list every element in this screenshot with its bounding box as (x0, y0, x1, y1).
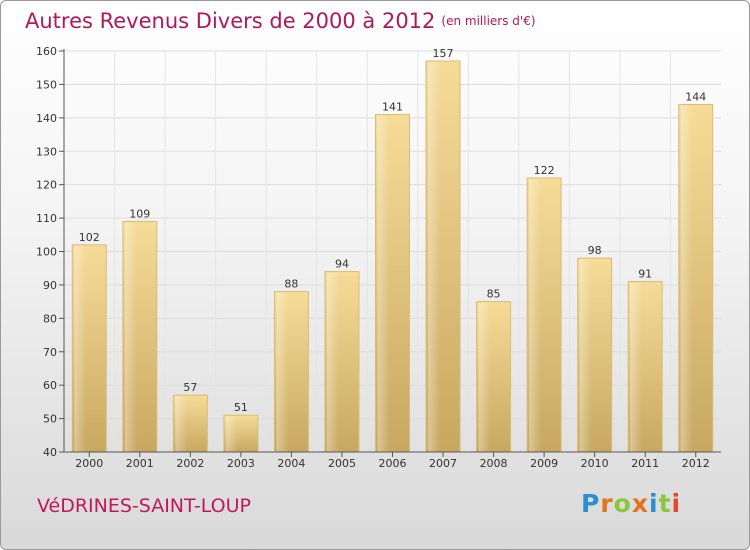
y-tick-label: 150 (36, 78, 57, 91)
x-tick-label: 2002 (176, 457, 204, 470)
logo-letter: t (658, 489, 672, 518)
y-tick-label: 100 (36, 246, 57, 259)
bar-highlight (630, 282, 643, 452)
bar-highlight (124, 222, 137, 452)
logo-letter: i (649, 489, 659, 518)
y-tick-label: 140 (36, 112, 57, 125)
data-label: 57 (183, 381, 197, 394)
x-tick-label: 2001 (126, 457, 154, 470)
proxiti-logo: Proxiti (581, 489, 681, 518)
data-label: 109 (129, 207, 150, 220)
bar-highlight (579, 259, 592, 452)
x-tick-label: 2004 (277, 457, 305, 470)
x-tick-label: 2007 (429, 457, 457, 470)
place-name: VéDRINES-SAINT-LOUP (37, 495, 251, 517)
chart-subtitle: (en milliers d'€) (441, 14, 536, 28)
x-tick-label: 2003 (227, 457, 255, 470)
y-tick-label: 110 (36, 212, 57, 225)
bar-highlight (326, 272, 339, 452)
axes: 40 50 60 70 80 90 100 110 120 130 140 150 160 2000 200… (36, 45, 721, 470)
data-label: 144 (685, 90, 706, 103)
bar-highlight (680, 105, 693, 452)
data-label: 157 (433, 47, 454, 60)
data-label: 94 (335, 258, 349, 271)
y-tick-label: 130 (36, 145, 57, 158)
bar-highlight (276, 292, 289, 452)
x-tick-label: 2005 (328, 457, 356, 470)
data-label: 51 (234, 401, 248, 414)
data-label: 141 (382, 100, 403, 113)
y-tick-label: 60 (43, 379, 57, 392)
y-tick-label: 70 (43, 346, 57, 359)
logo-letter: o (613, 489, 632, 518)
y-tick-label: 40 (43, 446, 57, 459)
data-label: 102 (79, 231, 100, 244)
bar-highlight (175, 396, 188, 452)
x-tick-label: 2010 (581, 457, 609, 470)
x-tick-label: 2012 (682, 457, 710, 470)
logo-letter: i (671, 489, 682, 518)
data-label: 91 (638, 268, 652, 281)
data-label: 122 (534, 164, 555, 177)
bars (71, 60, 714, 453)
x-tick-label: 2000 (75, 457, 103, 470)
x-tick-label: 2008 (480, 457, 508, 470)
bar-highlight (529, 178, 542, 452)
y-tick-label: 90 (43, 279, 57, 292)
data-label: 98 (588, 244, 602, 257)
data-labels: 102 109 57 51 88 94 141 157 85 122 98 91 144 (79, 47, 706, 414)
bar-highlight (377, 115, 390, 452)
y-tick-label: 50 (43, 413, 57, 426)
bar-highlight (74, 245, 87, 452)
x-tick-label: 2011 (631, 457, 659, 470)
data-label: 85 (487, 288, 501, 301)
chart-title-text: Autres Revenus Divers de 2000 à 2012 (25, 9, 436, 33)
logo-letter: r (600, 489, 614, 518)
bar-highlight (428, 62, 440, 453)
bar-highlight (225, 416, 238, 452)
y-tick-label: 120 (36, 179, 57, 192)
bar-highlight (478, 302, 491, 452)
data-label: 88 (284, 278, 298, 291)
logo-letter: x (631, 489, 649, 518)
y-tick-label: 160 (36, 45, 57, 58)
y-tick-label: 80 (43, 312, 57, 325)
logo-letter: P (581, 489, 601, 518)
x-tick-label: 2009 (530, 457, 558, 470)
chart-title: Autres Revenus Divers de 2000 à 2012 (en … (25, 9, 536, 33)
x-tick-label: 2006 (379, 457, 407, 470)
